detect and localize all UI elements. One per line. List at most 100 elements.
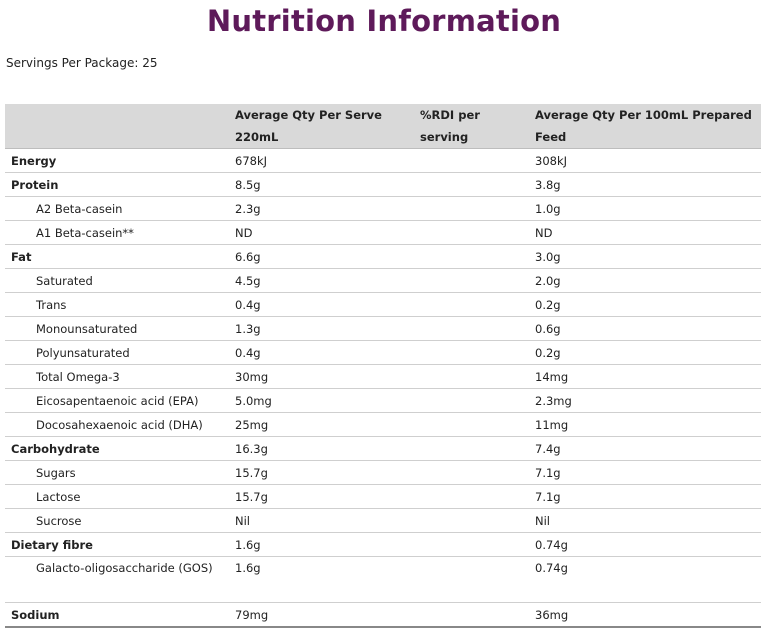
rdi-value bbox=[414, 340, 529, 365]
nutrient-label: Fat bbox=[5, 244, 229, 269]
rdi-value bbox=[414, 436, 529, 461]
per-100ml-value: 0.6g bbox=[529, 316, 761, 341]
per-serve-value: 0.4g bbox=[229, 340, 414, 365]
table-row: Sodium 79mg 36mg bbox=[5, 602, 761, 628]
nutrient-label: A2 Beta-casein bbox=[5, 196, 229, 221]
table-row: Total Omega-3 30mg 14mg bbox=[5, 364, 761, 389]
nutrient-label: Dietary fibre bbox=[5, 532, 229, 557]
per-100ml-value: Nil bbox=[529, 508, 761, 533]
per-100ml-value: 0.74g bbox=[529, 556, 761, 603]
rdi-value bbox=[414, 602, 529, 628]
nutrient-label: Sucrose bbox=[5, 508, 229, 533]
per-serve-value: 5.0mg bbox=[229, 388, 414, 413]
per-100ml-value: ND bbox=[529, 220, 761, 245]
nutrient-label: Sodium bbox=[5, 602, 229, 628]
page-title: Nutrition Information bbox=[206, 4, 562, 38]
rdi-value bbox=[414, 196, 529, 221]
table-row: Trans 0.4g 0.2g bbox=[5, 292, 761, 317]
table-row: Eicosapentaenoic acid (EPA) 5.0mg 2.3mg bbox=[5, 388, 761, 413]
table-row: Sugars 15.7g 7.1g bbox=[5, 460, 761, 485]
table-row: A2 Beta-casein 2.3g 1.0g bbox=[5, 196, 761, 221]
per-serve-value: 15.7g bbox=[229, 484, 414, 509]
rdi-value bbox=[414, 508, 529, 533]
per-100ml-value: 0.74g bbox=[529, 532, 761, 557]
per-serve-value: 0.4g bbox=[229, 292, 414, 317]
per-serve-value: 15.7g bbox=[229, 460, 414, 485]
nutrient-label: Docosahexaenoic acid (DHA) bbox=[5, 412, 229, 437]
rdi-value bbox=[414, 292, 529, 317]
table-row: Docosahexaenoic acid (DHA) 25mg 11mg bbox=[5, 412, 761, 437]
nutrient-label: Protein bbox=[5, 172, 229, 197]
rdi-value bbox=[414, 388, 529, 413]
header-per-serve: Average Qty Per Serve 220mL bbox=[229, 104, 414, 149]
per-100ml-value: 0.2g bbox=[529, 292, 761, 317]
per-100ml-value: 7.4g bbox=[529, 436, 761, 461]
table-row: Polyunsaturated 0.4g 0.2g bbox=[5, 340, 761, 365]
per-serve-value: 1.6g bbox=[229, 532, 414, 557]
rdi-value bbox=[414, 460, 529, 485]
nutrient-label: A1 Beta-casein** bbox=[5, 220, 229, 245]
table-header-row: Average Qty Per Serve 220mL %RDI per ser… bbox=[5, 104, 761, 149]
per-serve-value: 4.5g bbox=[229, 268, 414, 293]
table-row: Lactose 15.7g 7.1g bbox=[5, 484, 761, 509]
per-serve-value: 1.3g bbox=[229, 316, 414, 341]
table-row: Energy 678kJ 308kJ bbox=[5, 148, 761, 173]
nutrient-label: Polyunsaturated bbox=[5, 340, 229, 365]
table-row: Carbohydrate 16.3g 7.4g bbox=[5, 436, 761, 461]
per-serve-value: 30mg bbox=[229, 364, 414, 389]
table-row: A1 Beta-casein** ND ND bbox=[5, 220, 761, 245]
per-serve-value: 25mg bbox=[229, 412, 414, 437]
servings-per-package: Servings Per Package: 25 bbox=[6, 56, 158, 70]
nutrient-label: Trans bbox=[5, 292, 229, 317]
per-100ml-value: 14mg bbox=[529, 364, 761, 389]
per-serve-value: 16.3g bbox=[229, 436, 414, 461]
table-row: Saturated 4.5g 2.0g bbox=[5, 268, 761, 293]
rdi-value bbox=[414, 244, 529, 269]
rdi-value bbox=[414, 532, 529, 557]
header-per-100ml: Average Qty Per 100mL Prepared Feed bbox=[529, 104, 761, 149]
table-row: Fat 6.6g 3.0g bbox=[5, 244, 761, 269]
per-100ml-value: 1.0g bbox=[529, 196, 761, 221]
per-100ml-value: 308kJ bbox=[529, 148, 761, 173]
header-nutrient bbox=[5, 104, 229, 149]
nutrient-label: Lactose bbox=[5, 484, 229, 509]
nutrition-table: Average Qty Per Serve 220mL %RDI per ser… bbox=[5, 104, 761, 628]
per-100ml-value: 2.3mg bbox=[529, 388, 761, 413]
per-100ml-value: 7.1g bbox=[529, 484, 761, 509]
per-100ml-value: 3.0g bbox=[529, 244, 761, 269]
per-serve-value: Nil bbox=[229, 508, 414, 533]
per-100ml-value: 7.1g bbox=[529, 460, 761, 485]
per-serve-value: 6.6g bbox=[229, 244, 414, 269]
rdi-value bbox=[414, 484, 529, 509]
table-row: Dietary fibre 1.6g 0.74g bbox=[5, 532, 761, 557]
nutrient-label: Monounsaturated bbox=[5, 316, 229, 341]
table-row: Galacto-oligosaccharide (GOS) 1.6g 0.74g bbox=[5, 556, 761, 603]
nutrient-label: Sugars bbox=[5, 460, 229, 485]
nutrient-label: Energy bbox=[5, 148, 229, 173]
table-row: Protein 8.5g 3.8g bbox=[5, 172, 761, 197]
per-100ml-value: 36mg bbox=[529, 602, 761, 628]
per-serve-value: 8.5g bbox=[229, 172, 414, 197]
nutrient-label: Saturated bbox=[5, 268, 229, 293]
table-row: Monounsaturated 1.3g 0.6g bbox=[5, 316, 761, 341]
per-100ml-value: 11mg bbox=[529, 412, 761, 437]
nutrient-label: Eicosapentaenoic acid (EPA) bbox=[5, 388, 229, 413]
per-serve-value: 678kJ bbox=[229, 148, 414, 173]
per-100ml-value: 3.8g bbox=[529, 172, 761, 197]
table-row: Sucrose Nil Nil bbox=[5, 508, 761, 533]
rdi-value bbox=[414, 220, 529, 245]
per-serve-value: 79mg bbox=[229, 602, 414, 628]
rdi-value bbox=[414, 148, 529, 173]
rdi-value bbox=[414, 556, 529, 603]
per-100ml-value: 2.0g bbox=[529, 268, 761, 293]
per-serve-value: 2.3g bbox=[229, 196, 414, 221]
nutrient-label: Total Omega-3 bbox=[5, 364, 229, 389]
rdi-value bbox=[414, 412, 529, 437]
rdi-value bbox=[414, 268, 529, 293]
rdi-value bbox=[414, 172, 529, 197]
rdi-value bbox=[414, 364, 529, 389]
nutrient-label: Galacto-oligosaccharide (GOS) bbox=[5, 556, 229, 603]
header-rdi: %RDI per serving bbox=[414, 104, 529, 149]
per-100ml-value: 0.2g bbox=[529, 340, 761, 365]
per-serve-value: 1.6g bbox=[229, 556, 414, 603]
